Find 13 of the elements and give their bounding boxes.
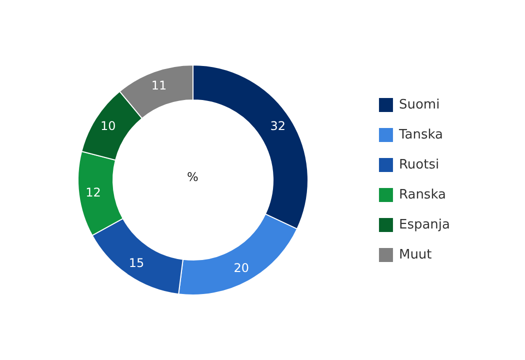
- legend-label: Suomi: [398, 98, 440, 112]
- legend-label: Espanja: [398, 218, 450, 232]
- data-label: 20: [234, 261, 250, 276]
- data-label: 10: [100, 119, 116, 134]
- text: %: [187, 170, 198, 184]
- data-label: 12: [86, 186, 101, 200]
- legend-label: Muut: [398, 248, 432, 262]
- data-label: 11: [151, 78, 167, 92]
- legend-label: Ranska: [398, 188, 446, 202]
- legend-label: Tanska: [398, 128, 444, 142]
- data-label: 15: [128, 256, 144, 270]
- legend-label: Ruotsi: [398, 158, 440, 172]
- data-label: 32: [270, 119, 286, 134]
